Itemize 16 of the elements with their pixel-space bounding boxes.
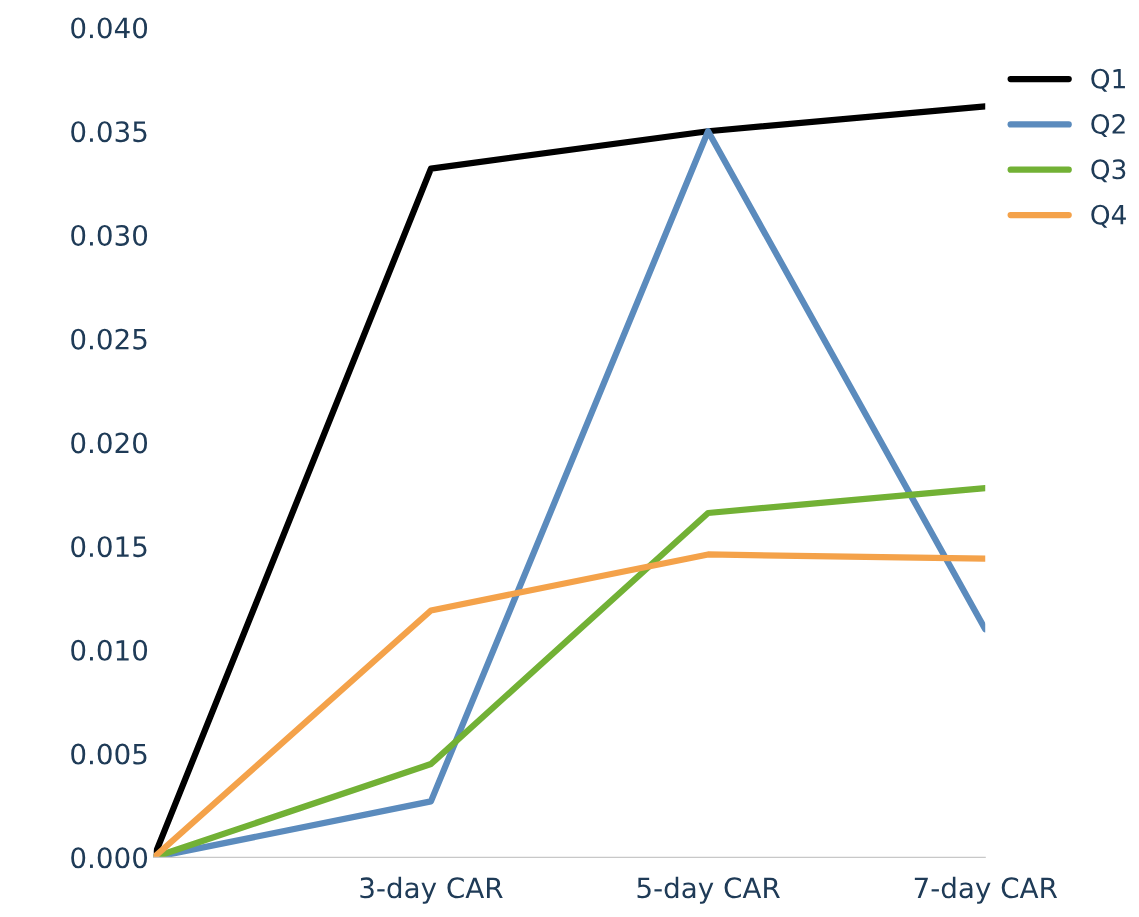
legend-label: Q2 xyxy=(1091,114,1125,138)
y-tick-label: 0.025 xyxy=(71,328,147,350)
x-tick-label: 7-day CAR xyxy=(914,876,1058,904)
legend-label: Q3 xyxy=(1091,159,1126,183)
y-tick-label: 0.015 xyxy=(71,536,147,558)
legend-label: Q1 xyxy=(1091,68,1125,92)
y-tick-label: 0.035 xyxy=(71,121,147,143)
y-tick-label: 0.000 xyxy=(71,847,148,869)
y-tick-label: 0.040 xyxy=(71,17,148,39)
x-tick-label: 3-day CAR xyxy=(360,876,503,904)
y-tick-label: 0.010 xyxy=(71,639,148,661)
x-tick-label: 5-day CAR xyxy=(637,876,780,904)
y-tick-label: 0.030 xyxy=(71,224,148,246)
legend-label: Q4 xyxy=(1091,204,1126,228)
y-tick-label: 0.020 xyxy=(71,432,148,454)
y-tick-label: 0.005 xyxy=(71,743,147,765)
